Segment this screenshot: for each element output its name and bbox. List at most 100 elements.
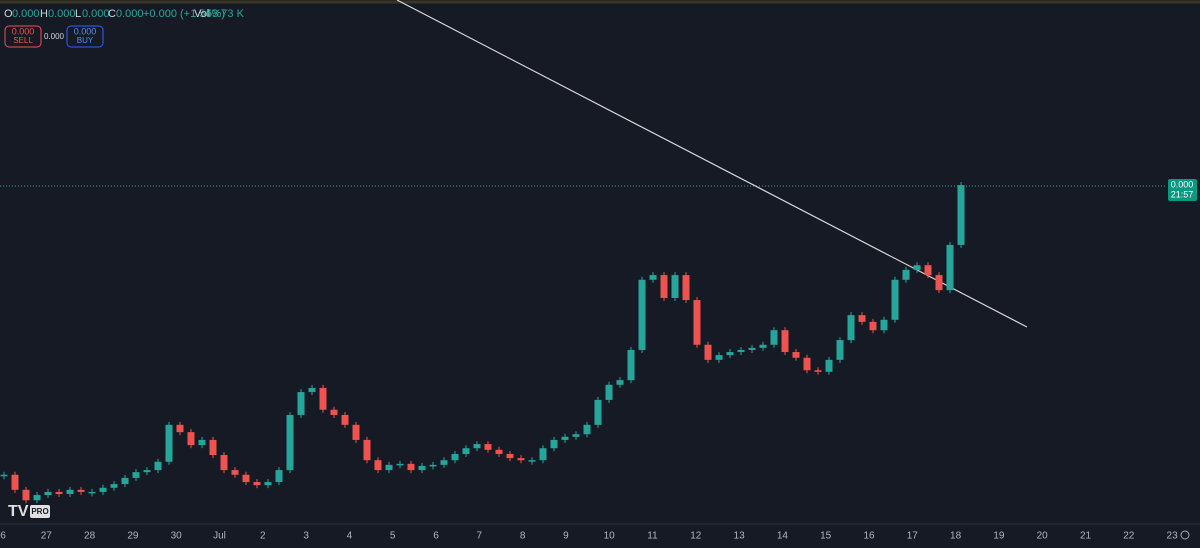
- spread: 0.000: [44, 32, 65, 41]
- buy-label[interactable]: BUY: [77, 36, 94, 45]
- x-tick-label: 5: [390, 531, 396, 542]
- candle: [957, 185, 965, 245]
- candle: [165, 424, 173, 462]
- countdown: 21:57: [1171, 189, 1194, 199]
- candle: [198, 439, 206, 446]
- high: 0.000: [48, 8, 76, 20]
- x-tick-label: 10: [604, 531, 616, 542]
- x-tick-label: 16: [863, 531, 875, 542]
- candle: [825, 359, 833, 372]
- candle: [319, 387, 327, 410]
- candle: [330, 409, 338, 415]
- x-tick-label: 15: [820, 531, 832, 542]
- change: +0.000 (+1.54%): [143, 8, 225, 20]
- high-label: H: [40, 8, 48, 20]
- candle: [605, 384, 613, 400]
- candle: [517, 458, 525, 461]
- buy-price[interactable]: 0.000: [74, 26, 97, 36]
- candle: [649, 275, 657, 280]
- candle: [770, 330, 778, 345]
- candle: [627, 349, 635, 381]
- candle: [704, 344, 712, 360]
- candle: [748, 347, 756, 350]
- candle: [759, 344, 767, 348]
- candle: [814, 370, 822, 372]
- candle: [385, 464, 393, 471]
- candle: [187, 432, 195, 446]
- candle: [275, 470, 283, 483]
- x-tick-label: 19: [993, 531, 1005, 542]
- sell-price[interactable]: 0.000: [12, 26, 35, 36]
- candle: [176, 424, 184, 433]
- candle: [715, 355, 723, 360]
- x-tick-label: 4: [347, 531, 353, 542]
- candle: [44, 491, 52, 496]
- logo-badge-box: [30, 505, 50, 518]
- candle: [550, 439, 558, 449]
- open-label: O: [4, 8, 13, 20]
- x-tick-label: 2: [260, 531, 266, 542]
- x-tick-label: 7: [477, 531, 483, 542]
- candle: [341, 414, 349, 425]
- x-tick-label: 3: [303, 531, 309, 542]
- sell-button[interactable]: 0.000 SELL: [4, 25, 42, 48]
- buy-button[interactable]: 0.000 BUY: [66, 25, 104, 48]
- candle: [264, 482, 272, 486]
- x-tick-label: 28: [84, 531, 96, 542]
- volume-label: Vol: [194, 8, 209, 20]
- x-tick-label: 17: [907, 531, 919, 542]
- candle: [924, 265, 932, 276]
- x-tick-label: 22: [1123, 531, 1135, 542]
- x-tick-label: 6: [0, 531, 6, 542]
- candle: [726, 352, 734, 356]
- buy-box[interactable]: [66, 25, 104, 48]
- low-label: L: [75, 8, 81, 20]
- x-tick-label: 27: [41, 531, 53, 542]
- candle: [143, 470, 151, 473]
- candle: [638, 279, 646, 350]
- x-tick-label: 6: [433, 531, 439, 542]
- x-tick-label: 20: [1037, 531, 1049, 542]
- candle: [121, 477, 129, 485]
- candle: [22, 489, 30, 501]
- close: 0.000: [116, 8, 144, 20]
- volume: 53.73 K: [206, 8, 245, 20]
- candle: [297, 392, 305, 415]
- x-tick-label: 21: [1080, 531, 1092, 542]
- candle: [11, 474, 19, 490]
- candle: [495, 449, 503, 454]
- candle: [220, 455, 228, 471]
- candle: [209, 439, 217, 455]
- close-label: C: [108, 8, 116, 20]
- candle: [0, 474, 8, 477]
- sell-box[interactable]: [4, 25, 42, 48]
- settings-icon[interactable]: [1180, 530, 1190, 540]
- candle: [913, 265, 921, 270]
- candle: [858, 315, 866, 322]
- open: 0.000: [12, 8, 40, 20]
- candle: [561, 436, 569, 440]
- candle: [253, 482, 261, 486]
- candle: [66, 489, 74, 494]
- x-tick-label: 11: [647, 531, 658, 542]
- candle: [836, 340, 844, 360]
- trend-line: [396, 0, 1028, 328]
- candle: [374, 460, 382, 471]
- logo: TV PRO: [8, 503, 50, 520]
- candle: [902, 269, 910, 280]
- candle: [616, 380, 624, 385]
- candle: [847, 315, 855, 341]
- x-tick-label: 9: [563, 531, 569, 542]
- candle: [440, 460, 448, 465]
- logo-mark: TV: [8, 503, 29, 520]
- candle: [781, 330, 789, 353]
- candle: [506, 453, 514, 459]
- sell-label[interactable]: SELL: [13, 36, 33, 45]
- candle: [583, 424, 591, 435]
- candle: [792, 352, 800, 358]
- price-tag: [1168, 179, 1197, 201]
- candle: [473, 444, 481, 449]
- candle: [110, 484, 118, 488]
